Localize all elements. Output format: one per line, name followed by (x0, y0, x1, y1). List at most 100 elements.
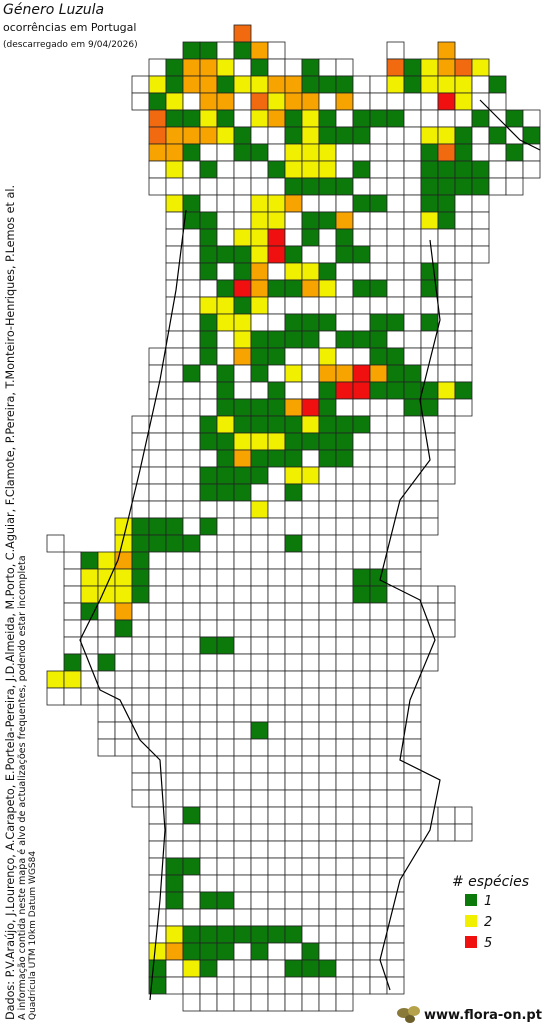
grid-cell (165, 687, 184, 706)
grid-cell (403, 585, 422, 604)
grid-cell (318, 687, 337, 706)
grid-cell (250, 347, 269, 366)
legend-swatch (465, 915, 477, 927)
grid-cell (80, 551, 99, 570)
grid-cell (471, 58, 490, 77)
grid-cell (216, 874, 235, 893)
grid-cell (352, 891, 371, 910)
grid-cell (233, 313, 252, 332)
grid-cell (267, 296, 286, 315)
grid-cell (352, 143, 371, 162)
grid-cell (165, 449, 184, 468)
grid-cell (216, 143, 235, 162)
grid-cell (420, 262, 439, 281)
grid-cell (386, 194, 405, 213)
grid-cell (148, 500, 167, 519)
grid-cell (165, 364, 184, 383)
grid-cell (250, 500, 269, 519)
grid-cell (165, 772, 184, 791)
grid-cell (301, 959, 320, 978)
grid-cell (352, 347, 371, 366)
grid-cell (233, 24, 252, 43)
grid-cell (233, 891, 252, 910)
grid-cell (284, 92, 303, 111)
legend-swatch (465, 894, 477, 906)
grid-cell (352, 75, 371, 94)
grid-cell (437, 245, 456, 264)
grid-cell (131, 568, 150, 587)
grid-cell (284, 534, 303, 553)
grid-cell (182, 993, 201, 1012)
grid-cell (301, 483, 320, 502)
grid-cell (301, 211, 320, 230)
grid-cell (216, 92, 235, 111)
grid-cell (301, 466, 320, 485)
grid-cell (182, 364, 201, 383)
grid-cell (284, 245, 303, 264)
grid-cell (46, 687, 65, 706)
grid-cell (233, 483, 252, 502)
grid-cell (386, 500, 405, 519)
grid-cell (267, 891, 286, 910)
grid-cell (233, 160, 252, 179)
grid-cell (420, 126, 439, 145)
grid-cell (182, 245, 201, 264)
grid-cell (165, 313, 184, 332)
grid-cell (284, 364, 303, 383)
grid-cell (216, 568, 235, 587)
grid-cell (199, 160, 218, 179)
grid-cell (335, 313, 354, 332)
grid-cell (318, 483, 337, 502)
grid-cell (131, 755, 150, 774)
grid-cell (267, 245, 286, 264)
grid-cell (301, 585, 320, 604)
grid-cell (386, 313, 405, 332)
grid-cell (233, 432, 252, 451)
grid-cell (318, 364, 337, 383)
grid-cell (267, 483, 286, 502)
grid-cell (437, 619, 456, 638)
grid-cell (199, 432, 218, 451)
grid-cell (182, 551, 201, 570)
grid-cell (250, 568, 269, 587)
grid-cell (301, 126, 320, 145)
grid-cell (148, 619, 167, 638)
grid-cell (301, 925, 320, 944)
grid-cell (301, 687, 320, 706)
grid-cell (318, 245, 337, 264)
grid-cell (216, 551, 235, 570)
grid-cell (420, 109, 439, 128)
grid-cell (250, 687, 269, 706)
grid-cell (199, 704, 218, 723)
grid-cell (454, 194, 473, 213)
grid-cell (437, 126, 456, 145)
grid-cell (284, 704, 303, 723)
grid-cell (216, 313, 235, 332)
grid-cell (318, 857, 337, 876)
grid-cell (403, 313, 422, 332)
grid-cell (352, 483, 371, 502)
legend-label: 1 (484, 894, 492, 909)
grid-cell (182, 687, 201, 706)
grid-cell (437, 296, 456, 315)
grid-cell (318, 313, 337, 332)
grid-cell (301, 92, 320, 111)
grid-cell (250, 330, 269, 349)
grid-cell (488, 75, 507, 94)
grid-cell (386, 925, 405, 944)
grid-cell (386, 976, 405, 995)
grid-cell (114, 687, 133, 706)
grid-cell (267, 653, 286, 672)
grid-cell (318, 908, 337, 927)
grid-cell (216, 857, 235, 876)
grid-cell (182, 976, 201, 995)
grid-cell (97, 619, 116, 638)
grid-cell (165, 143, 184, 162)
grid-cell (284, 228, 303, 247)
grid-cell (182, 143, 201, 162)
grid-cell (97, 670, 116, 689)
grid-cell (352, 687, 371, 706)
grid-cell (216, 806, 235, 825)
grid-cell (199, 687, 218, 706)
grid-cell (335, 364, 354, 383)
